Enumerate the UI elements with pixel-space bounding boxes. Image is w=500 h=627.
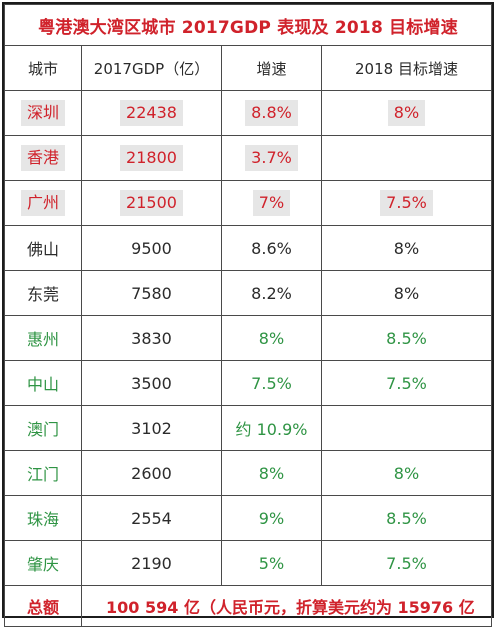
gdp-value: 21800 — [120, 145, 183, 171]
city-cell: 江门 — [4, 450, 82, 496]
city-name: 香港 — [20, 145, 65, 171]
target-cell: 8.5% — [321, 315, 492, 361]
header-rate: 增速 — [221, 45, 322, 91]
target-value: 8% — [387, 100, 426, 126]
city-cell: 深圳 — [4, 90, 82, 136]
rate-cell: 8% — [221, 450, 322, 496]
rate-value: 7% — [252, 190, 291, 216]
title-row: 粤港澳大湾区城市 2017GDP 表现及 2018 目标增速 — [4, 4, 492, 46]
gdp-value: 21500 — [120, 190, 183, 216]
city-cell: 香港 — [4, 135, 82, 181]
gdp-cell: 3102 — [81, 405, 222, 451]
gdp-cell: 2190 — [81, 540, 222, 586]
table-row: 东莞 7580 8.2% 8% — [4, 270, 492, 316]
table-row: 惠州 3830 8% 8.5% — [4, 315, 492, 361]
table-title: 粤港澳大湾区城市 2017GDP 表现及 2018 目标增速 — [4, 4, 492, 46]
target-cell: 8% — [321, 270, 492, 316]
city-cell: 澳门 — [4, 405, 82, 451]
rate-cell: 5% — [221, 540, 322, 586]
table-row: 中山 3500 7.5% 7.5% — [4, 360, 492, 406]
total-value: 100 594 亿（人民币元，折算美元约为 15976 亿 — [81, 585, 492, 627]
gdp-cell: 9500 — [81, 225, 222, 271]
rate-cell: 8% — [221, 315, 322, 361]
header-target: 2018 目标增速 — [321, 45, 492, 91]
city-cell: 东莞 — [4, 270, 82, 316]
target-cell: 7.5% — [321, 180, 492, 226]
table-row: 香港 21800 3.7% — [4, 135, 492, 181]
city-cell: 肇庆 — [4, 540, 82, 586]
gdp-cell: 21800 — [81, 135, 222, 181]
gdp-cell: 22438 — [81, 90, 222, 136]
table-row: 珠海 2554 9% 8.5% — [4, 495, 492, 541]
gdp-cell: 7580 — [81, 270, 222, 316]
city-cell: 珠海 — [4, 495, 82, 541]
rate-cell: 约 10.9% — [221, 405, 322, 451]
rate-cell: 8.6% — [221, 225, 322, 271]
rate-value: 3.7% — [245, 145, 298, 171]
city-cell: 惠州 — [4, 315, 82, 361]
gdp-cell: 3830 — [81, 315, 222, 361]
city-cell: 广州 — [4, 180, 82, 226]
rate-cell: 7.5% — [221, 360, 322, 406]
header-row: 城市 2017GDP（亿） 增速 2018 目标增速 — [4, 45, 492, 91]
header-city: 城市 — [4, 45, 82, 91]
rate-value: 8.8% — [245, 100, 298, 126]
table-row: 澳门 3102 约 10.9% — [4, 405, 492, 451]
table-row: 佛山 9500 8.6% 8% — [4, 225, 492, 271]
target-cell: 7.5% — [321, 540, 492, 586]
table-row: 广州 21500 7% 7.5% — [4, 180, 492, 226]
target-cell: 7.5% — [321, 360, 492, 406]
gdp-cell: 21500 — [81, 180, 222, 226]
rate-cell: 8.2% — [221, 270, 322, 316]
gdp-table: 粤港澳大湾区城市 2017GDP 表现及 2018 目标增速 城市 2017GD… — [4, 4, 492, 627]
table-row: 江门 2600 8% 8% — [4, 450, 492, 496]
city-cell: 中山 — [4, 360, 82, 406]
target-cell: 8% — [321, 450, 492, 496]
table-row: 肇庆 2190 5% 7.5% — [4, 540, 492, 586]
target-cell — [321, 135, 492, 181]
city-name: 深圳 — [20, 100, 65, 126]
city-cell: 佛山 — [4, 225, 82, 271]
total-row: 总额 100 594 亿（人民币元，折算美元约为 15976 亿 — [4, 585, 492, 627]
gdp-cell: 2554 — [81, 495, 222, 541]
target-cell — [321, 405, 492, 451]
header-gdp: 2017GDP（亿） — [81, 45, 222, 91]
rate-cell: 3.7% — [221, 135, 322, 181]
rate-cell: 8.8% — [221, 90, 322, 136]
target-cell: 8.5% — [321, 495, 492, 541]
target-value: 7.5% — [380, 190, 433, 216]
gdp-cell: 2600 — [81, 450, 222, 496]
total-label: 总额 — [4, 585, 82, 627]
target-cell: 8% — [321, 90, 492, 136]
gdp-value: 22438 — [120, 100, 183, 126]
rate-cell: 9% — [221, 495, 322, 541]
target-cell: 8% — [321, 225, 492, 271]
table-row: 深圳 22438 8.8% 8% — [4, 90, 492, 136]
rate-cell: 7% — [221, 180, 322, 226]
city-name: 广州 — [20, 190, 65, 216]
gdp-cell: 3500 — [81, 360, 222, 406]
